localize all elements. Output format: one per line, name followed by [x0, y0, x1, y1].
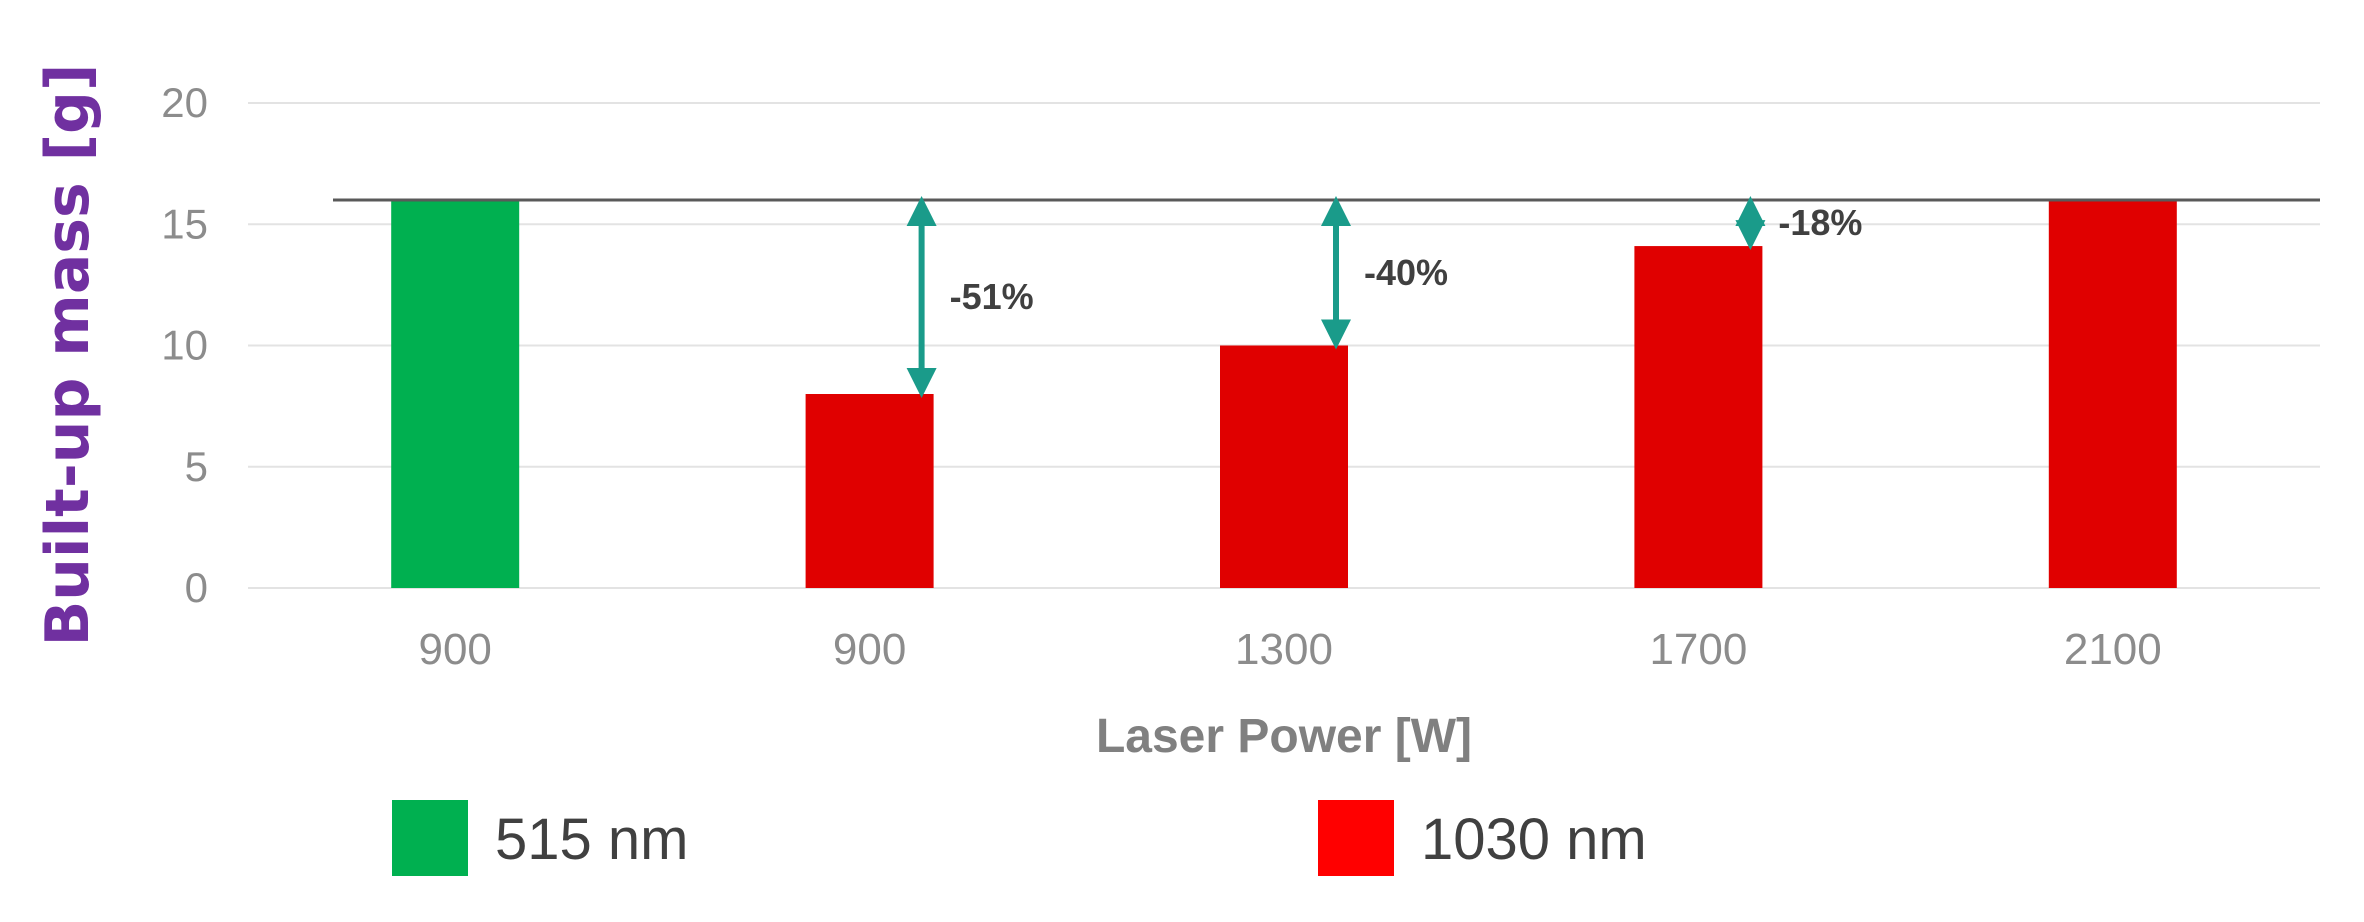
y-tick-label: 5 — [185, 443, 208, 490]
y-axis-ticks: 0 5 10 15 20 — [161, 79, 208, 611]
bars — [391, 200, 2177, 588]
y-tick-label: 20 — [161, 79, 208, 126]
y-tick-label: 15 — [161, 200, 208, 247]
x-tick-label: 2100 — [2064, 625, 2162, 674]
legend-swatch — [392, 800, 468, 876]
legend-label: 1030 nm — [1421, 807, 1647, 872]
x-tick-label: 1300 — [1235, 625, 1333, 674]
x-axis-title: Laser Power [W] — [1096, 710, 1472, 763]
bar — [1220, 345, 1348, 588]
y-tick-label: 0 — [185, 564, 208, 611]
legend: 515 nm 1030 nm — [392, 800, 1647, 876]
y-tick-label: 10 — [161, 322, 208, 369]
bar — [2048, 200, 2177, 588]
annotation-label: -40% — [1364, 252, 1448, 293]
x-tick-label: 900 — [833, 625, 906, 674]
annotation-label: -18% — [1778, 202, 1862, 243]
bar — [805, 394, 934, 588]
bar — [1634, 246, 1763, 588]
legend-label: 515 nm — [495, 807, 688, 872]
legend-swatch — [1318, 800, 1394, 876]
x-tick-label: 900 — [418, 625, 491, 674]
y-axis-title: Built-up mass [g] — [33, 64, 103, 647]
annotation-label: -51% — [950, 276, 1034, 317]
x-tick-label: 1700 — [1649, 625, 1747, 674]
annotations: -51% -40% -18% — [906, 196, 1862, 398]
bar — [391, 200, 520, 588]
x-axis-ticks: 900 900 1300 1700 2100 — [418, 625, 2161, 674]
